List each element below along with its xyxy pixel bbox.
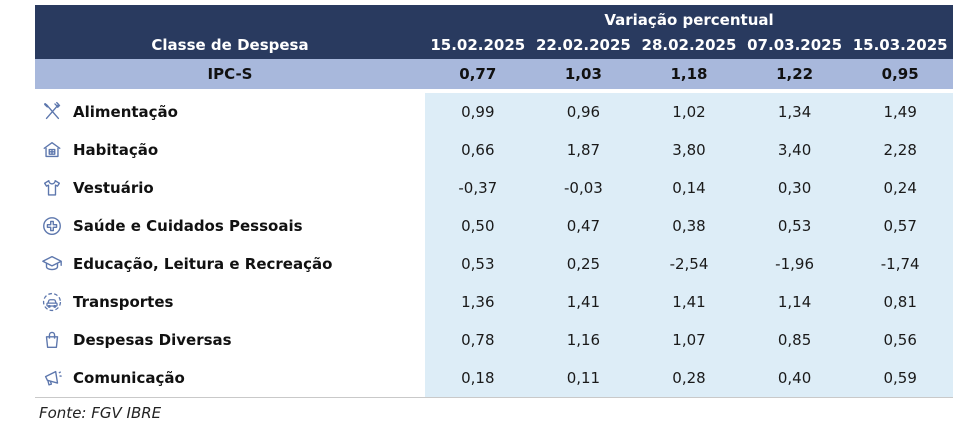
value-cell: 0,59 [883, 369, 917, 387]
table-row: Despesas Diversas 0,78 1,16 1,07 0,85 0,56 [35, 321, 953, 359]
date-column-header: 07.03.2025 [747, 36, 843, 54]
value-cell: 0,38 [672, 217, 706, 235]
summary-value-cell: 0,95 [881, 65, 919, 83]
value-cell: 1,02 [672, 103, 706, 121]
header-spacer [35, 5, 425, 31]
value-cell: 1,16 [566, 331, 601, 349]
row-label: Saúde e Cuidados Pessoais [73, 217, 303, 235]
date-column-header: 15.02.2025 [430, 36, 526, 54]
date-column-header: 28.02.2025 [641, 36, 737, 54]
value-cell: 1,07 [672, 331, 706, 349]
table-row: Habitação 0,66 1,87 3,80 3,40 2,28 [35, 131, 953, 169]
value-cell: 1,41 [566, 293, 601, 311]
value-cell: 1,34 [777, 103, 812, 121]
value-cell: 0,25 [566, 255, 601, 273]
utensils-icon [39, 100, 65, 124]
value-cell: 1,36 [461, 293, 495, 311]
house-icon [39, 138, 65, 162]
row-label: Despesas Diversas [73, 331, 232, 349]
row-values: -0,37 -0,03 0,14 0,30 0,24 [425, 169, 953, 207]
value-cell: 0,47 [566, 217, 601, 235]
summary-row-label: IPC-S [207, 65, 253, 83]
value-cell: 2,28 [883, 141, 917, 159]
table-header-group-row: Variação percentual [35, 5, 953, 31]
value-cell: 1,49 [883, 103, 917, 121]
table-header-row: Classe de Despesa 15.02.2025 22.02.2025 28… [35, 31, 953, 59]
row-label: Comunicação [73, 369, 185, 387]
row-values: 0,99 0,96 1,02 1,34 1,49 [425, 93, 953, 131]
table-row: Vestuário -0,37 -0,03 0,14 0,30 0,24 [35, 169, 953, 207]
footer-divider [35, 397, 953, 398]
value-cell: 0,99 [461, 103, 495, 121]
value-cell: -0,03 [563, 179, 603, 197]
value-cell: 0,11 [566, 369, 601, 387]
group-header: Variação percentual [604, 11, 774, 29]
source-note: Fonte: FGV IBRE [39, 404, 162, 422]
label-column-header: Classe de Despesa [151, 36, 309, 54]
row-values: 1,36 1,41 1,41 1,14 0,81 [425, 283, 953, 321]
value-cell: 1,41 [672, 293, 706, 311]
value-cell: 1,87 [566, 141, 601, 159]
row-label: Alimentação [73, 103, 178, 121]
summary-row-ipcs: IPC-S 0,77 1,03 1,18 1,22 0,95 [35, 59, 953, 89]
date-column-header: 15.03.2025 [852, 36, 948, 54]
summary-value-cell: 1,18 [670, 65, 708, 83]
summary-value-cell: 1,03 [564, 65, 602, 83]
row-values: 0,53 0,25 -2,54 -1,96 -1,74 [425, 245, 953, 283]
value-cell: 0,96 [566, 103, 601, 121]
table-row: Comunicação 0,18 0,11 0,28 0,40 0,59 [35, 359, 953, 397]
megaphone-icon [39, 366, 65, 390]
row-values: 0,78 1,16 1,07 0,85 0,56 [425, 321, 953, 359]
row-label: Vestuário [73, 179, 154, 197]
row-values: 0,18 0,11 0,28 0,40 0,59 [425, 359, 953, 397]
value-cell: 0,53 [461, 255, 495, 273]
row-label: Transportes [73, 293, 174, 311]
value-cell: 0,78 [461, 331, 495, 349]
table-row: Alimentação 0,99 0,96 1,02 1,34 1,49 [35, 93, 953, 131]
value-cell: 0,56 [883, 331, 917, 349]
value-cell: -0,37 [458, 179, 498, 197]
value-cell: 0,53 [777, 217, 812, 235]
value-cell: 0,30 [777, 179, 812, 197]
value-cell: 0,85 [777, 331, 812, 349]
table-body: Alimentação 0,99 0,96 1,02 1,34 1,49 Habitaç… [35, 93, 953, 397]
row-label: Educação, Leitura e Recreação [73, 255, 333, 273]
date-column-header: 22.02.2025 [535, 36, 631, 54]
car-icon [39, 290, 65, 314]
row-values: 0,66 1,87 3,80 3,40 2,28 [425, 131, 953, 169]
value-cell: -2,54 [669, 255, 709, 273]
summary-value-cell: 1,22 [776, 65, 814, 83]
date-column-headers: 15.02.2025 22.02.2025 28.02.2025 07.03.2025… [425, 36, 953, 54]
value-cell: 3,40 [777, 141, 812, 159]
value-cell: 0,18 [461, 369, 495, 387]
row-values: 0,50 0,47 0,38 0,53 0,57 [425, 207, 953, 245]
tshirt-icon [39, 176, 65, 200]
table-row: Transportes 1,36 1,41 1,41 1,14 0,81 [35, 283, 953, 321]
value-cell: 0,81 [883, 293, 917, 311]
value-cell: 0,50 [461, 217, 495, 235]
value-cell: -1,96 [775, 255, 814, 273]
row-label: Habitação [73, 141, 159, 159]
value-cell: 3,80 [672, 141, 706, 159]
value-cell: -1,74 [880, 255, 920, 273]
summary-value-cell: 0,77 [459, 65, 497, 83]
table-row: Educação, Leitura e Recreação 0,53 0,25 -2… [35, 245, 953, 283]
value-cell: 0,24 [883, 179, 917, 197]
value-cell: 0,14 [672, 179, 706, 197]
table-row: Saúde e Cuidados Pessoais 0,50 0,47 0,38 0,… [35, 207, 953, 245]
summary-row-values: 0,77 1,03 1,18 1,22 0,95 [425, 65, 953, 83]
medical-cross-icon [39, 214, 65, 238]
shopping-bag-icon [39, 328, 65, 352]
value-cell: 1,14 [777, 293, 812, 311]
value-cell: 0,57 [883, 217, 917, 235]
graduation-cap-icon [39, 252, 65, 276]
value-cell: 0,40 [777, 369, 812, 387]
value-cell: 0,28 [672, 369, 706, 387]
ipcs-variation-table: Variação percentual Classe de Despesa 15… [35, 5, 953, 422]
value-cell: 0,66 [461, 141, 495, 159]
